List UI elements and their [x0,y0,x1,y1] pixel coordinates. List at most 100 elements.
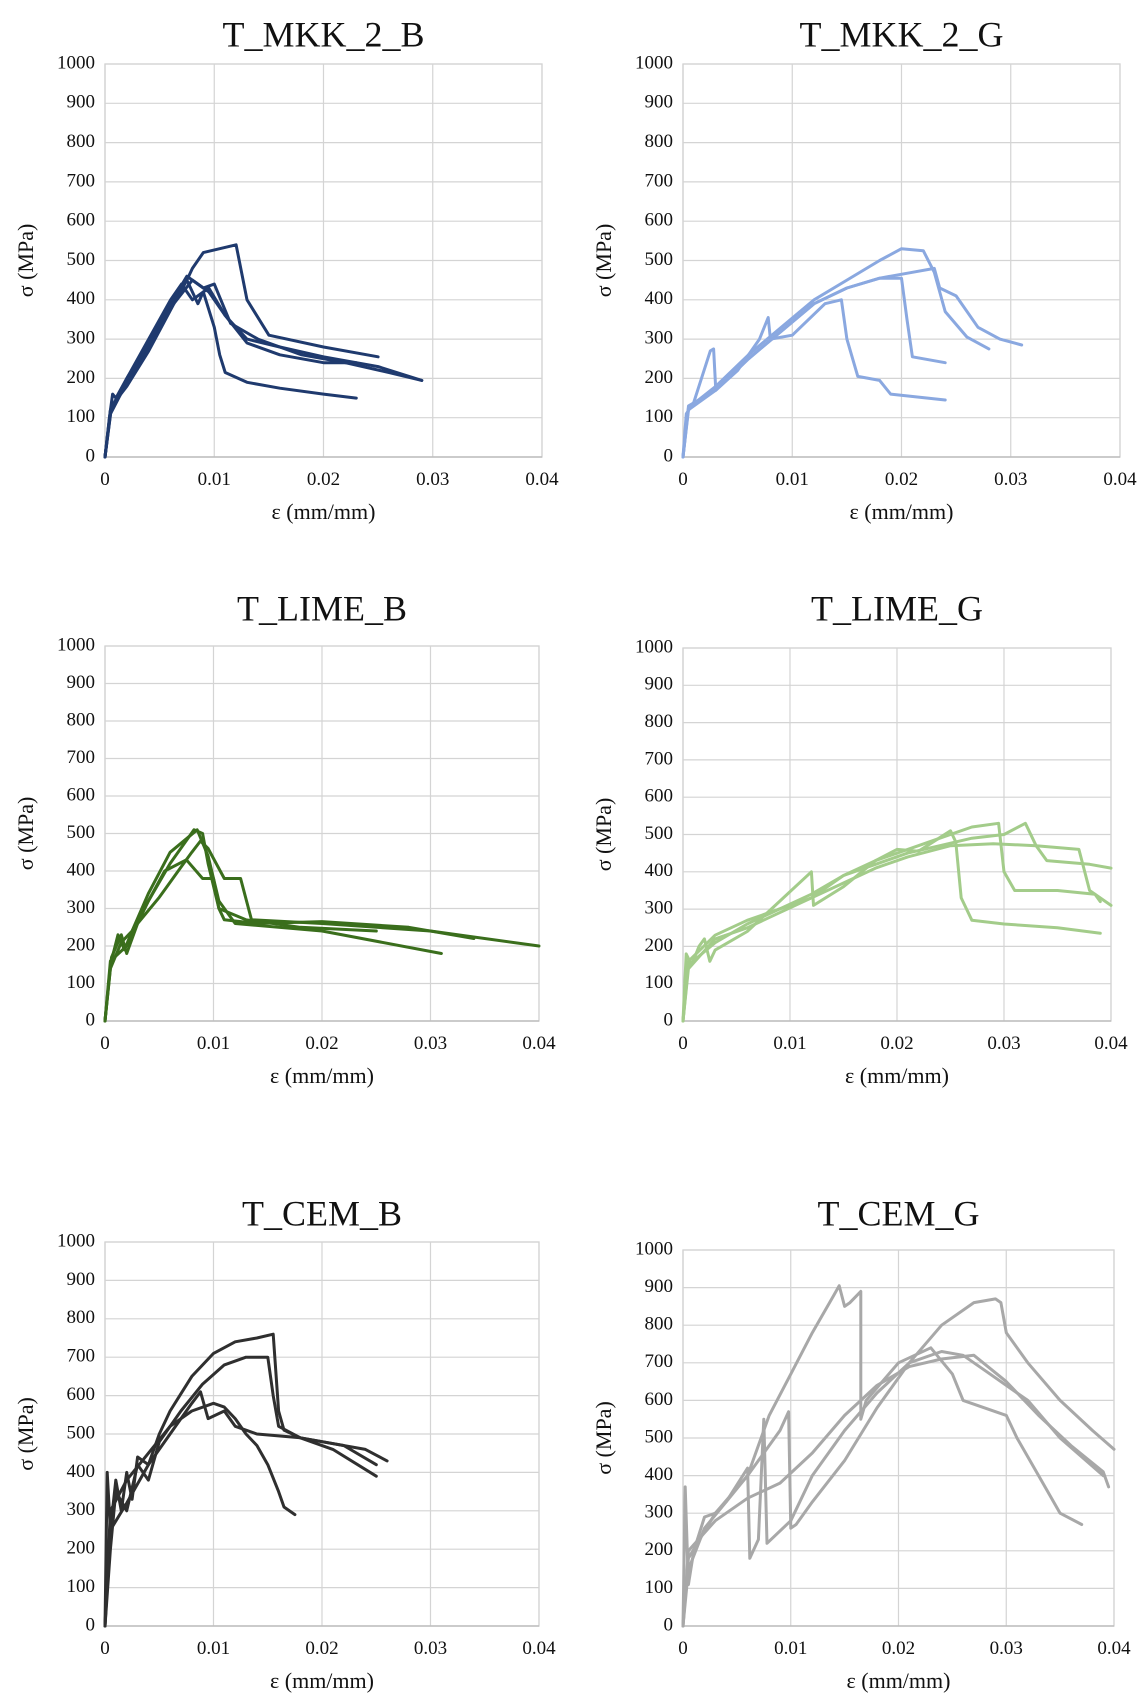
x-tick-label: 0.01 [776,469,809,490]
chart-title: T_MKK_2_B [222,14,424,54]
chart-title: T_CEM_G [818,1193,980,1233]
chart-title: T_MKK_2_G [800,14,1004,54]
y-tick-label: 600 [645,1389,674,1410]
x-axis-label: ε (mm/mm) [845,1063,949,1088]
y-tick-label: 300 [645,897,674,918]
series-line-2 [681,1350,1105,1628]
y-tick-label: 0 [664,1009,674,1030]
y-tick-label: 800 [67,1307,96,1328]
x-tick-label: 0.03 [414,1033,447,1054]
x-axis-label: ε (mm/mm) [272,499,376,524]
y-tick-label: 400 [67,1461,96,1482]
y-tick-label: 200 [67,367,96,388]
y-tick-label: 700 [67,1346,96,1367]
y-tick-label: 300 [645,1502,674,1523]
y-tick-label: 800 [645,1314,674,1335]
y-tick-label: 100 [67,972,96,993]
y-tick-label: 900 [67,672,96,693]
y-tick-label: 1000 [635,52,673,73]
series-line-3 [681,821,1113,1023]
x-tick-label: 0.04 [1094,1033,1128,1054]
x-tick-label: 0.02 [880,1033,913,1054]
y-tick-label: 400 [645,860,674,881]
chart-panel-6: T_CEM_G 0 100 200 300 400 500 600 700 800 900 1000 0… [591,1193,1131,1693]
y-tick-label: 700 [67,747,96,768]
x-tick-label: 0.03 [990,1638,1023,1659]
y-tick-label: 500 [645,1426,674,1447]
y-tick-label: 900 [645,1276,674,1297]
y-tick-label: 500 [645,249,674,270]
y-tick-label: 0 [664,445,674,466]
y-tick-label: 0 [664,1614,674,1635]
y-tick-label: 700 [645,170,674,191]
x-tick-label: 0.04 [525,469,559,490]
y-tick-label: 800 [67,131,96,152]
y-axis-label: σ (MPa) [591,1401,616,1475]
y-tick-label: 100 [645,972,674,993]
y-tick-label: 200 [67,934,96,955]
series-line-1 [681,829,1102,1023]
series-line-2 [103,1355,378,1628]
series-line-4 [681,842,1113,1023]
y-tick-label: 500 [67,822,96,843]
y-tick-label: 700 [67,170,96,191]
y-tick-label: 600 [67,1384,96,1405]
y-tick-label: 400 [645,288,674,309]
x-tick-label: 0 [100,1638,110,1659]
y-axis-label: σ (MPa) [591,224,616,298]
x-axis-label: ε (mm/mm) [850,499,954,524]
x-tick-label: 0 [678,469,688,490]
y-tick-label: 600 [67,210,96,231]
series-line-1 [681,298,947,459]
chart-panel-3: T_LIME_B 0 100 200 300 400 500 600 700 800 900 1000… [13,588,556,1088]
x-tick-label: 0.01 [197,1033,230,1054]
y-tick-label: 600 [645,210,674,231]
y-tick-label: 500 [645,823,674,844]
x-tick-label: 0 [678,1033,688,1054]
y-tick-label: 400 [645,1464,674,1485]
x-tick-label: 0.02 [305,1033,338,1054]
x-tick-label: 0.03 [416,469,449,490]
y-tick-label: 0 [86,1614,96,1635]
x-tick-label: 0.02 [885,469,918,490]
y-tick-label: 400 [67,288,96,309]
y-tick-label: 800 [645,131,674,152]
y-tick-label: 300 [67,1499,96,1520]
x-tick-label: 0.01 [198,469,231,490]
series-line-3 [103,278,358,459]
series-line-1 [681,1284,1084,1628]
y-axis-label: σ (MPa) [13,224,38,298]
chart-panel-5: T_CEM_B 0 100 200 300 400 500 600 700 800 900 1000 0… [13,1193,556,1693]
y-tick-label: 1000 [57,1230,95,1251]
y-tick-label: 0 [86,445,96,466]
y-tick-label: 400 [67,859,96,880]
y-tick-label: 200 [645,1539,674,1560]
series-line-1 [103,828,443,1023]
y-tick-label: 1000 [635,1238,673,1259]
x-tick-label: 0.01 [774,1638,807,1659]
x-tick-label: 0 [100,1033,110,1054]
x-tick-label: 0.02 [305,1638,338,1659]
y-axis-label: σ (MPa) [13,797,38,871]
y-tick-label: 700 [645,1351,674,1372]
chart-panel-4: T_LIME_G 0 100 200 300 400 500 600 700 800 900 1000… [591,588,1128,1088]
x-axis-label: ε (mm/mm) [847,1668,951,1693]
x-tick-label: 0.04 [1103,469,1137,490]
y-tick-label: 500 [67,249,96,270]
y-tick-label: 900 [67,92,96,113]
y-tick-label: 100 [67,406,96,427]
y-tick-label: 300 [67,897,96,918]
y-tick-label: 200 [645,935,674,956]
series-line-5 [103,282,358,459]
x-axis-label: ε (mm/mm) [270,1668,374,1693]
x-tick-label: 0.03 [414,1638,447,1659]
x-tick-label: 0.04 [522,1033,556,1054]
y-tick-label: 300 [67,327,96,348]
chart-title: T_LIME_G [811,588,983,628]
x-tick-label: 0 [678,1638,688,1659]
y-tick-label: 200 [645,367,674,388]
y-tick-label: 800 [645,711,674,732]
x-tick-label: 0.02 [882,1638,915,1659]
y-tick-label: 900 [645,674,674,695]
series-line-4 [103,828,476,1023]
